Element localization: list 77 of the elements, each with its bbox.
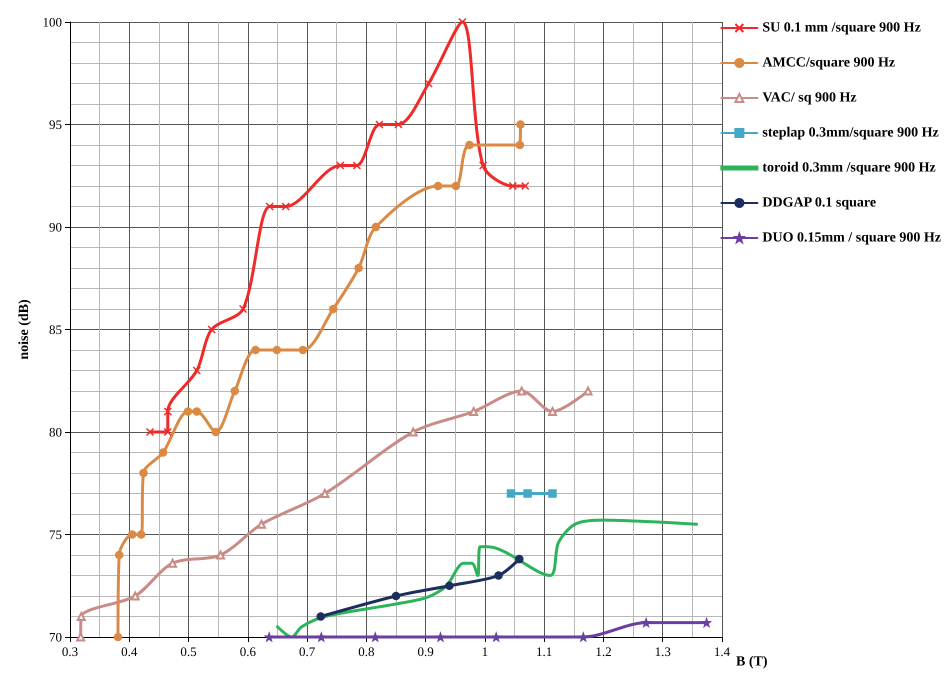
- legend-label: steplap 0.3mm/square 900 Hz: [762, 126, 939, 140]
- x-tick-label: 0.9: [418, 644, 434, 659]
- point: [158, 448, 168, 457]
- point: [352, 161, 362, 170]
- point: [164, 407, 172, 416]
- y-tick-label: 100: [42, 14, 62, 30]
- legend-label: DDGAP 0.1 square: [762, 196, 876, 210]
- x-tick-label: 1: [482, 644, 488, 659]
- point: [515, 554, 524, 564]
- point: [478, 161, 488, 170]
- point: [434, 182, 442, 190]
- point: [230, 386, 240, 396]
- point: [375, 120, 384, 129]
- point: [192, 366, 202, 375]
- point: [192, 407, 202, 416]
- point: [128, 530, 136, 539]
- legend-label: SU 0.1 mm /square 900 Hz: [762, 20, 921, 36]
- x-tick-label: 0.3: [62, 644, 78, 659]
- point: [548, 489, 557, 498]
- point: [516, 140, 524, 150]
- point: [114, 550, 124, 560]
- point: [520, 182, 530, 190]
- point: [452, 182, 460, 190]
- point: [336, 161, 345, 170]
- point: [445, 582, 454, 590]
- y-axis-title: noise (dB): [17, 299, 32, 360]
- point: [508, 182, 518, 190]
- y-tick-label: 80: [49, 424, 62, 440]
- point: [139, 468, 148, 478]
- point: [251, 346, 260, 354]
- legend-label: VAC/ sq 900 Hz: [762, 90, 857, 106]
- point: [394, 120, 403, 129]
- point: [282, 202, 290, 211]
- legend-label: toroid 0.3mm /square 900 Hz: [762, 160, 936, 176]
- point: [114, 632, 122, 642]
- point: [238, 304, 248, 314]
- y-tick-label: 70: [49, 630, 62, 644]
- point: [212, 428, 220, 436]
- point: [146, 428, 154, 436]
- point: [272, 346, 282, 354]
- y-tick-label: 90: [49, 220, 62, 234]
- point: [328, 304, 338, 314]
- legend-label: DUO 0.15mm / square 900 Hz: [762, 230, 941, 246]
- point: [207, 325, 216, 334]
- point: [76, 632, 86, 642]
- y-tick-label: 85: [49, 322, 62, 337]
- point: [506, 489, 516, 498]
- point: [392, 592, 400, 600]
- x-tick-label: 1.1: [536, 644, 552, 659]
- point: [168, 558, 178, 568]
- point: [298, 346, 308, 354]
- x-tick-label: 1.3: [654, 644, 671, 659]
- x-tick-label: 1.2: [595, 644, 612, 659]
- point: [523, 489, 532, 498]
- point: [516, 120, 525, 129]
- x-tick-label: 0.7: [298, 644, 316, 659]
- point: [354, 264, 363, 272]
- point: [372, 222, 380, 232]
- x-tick-label: 0.6: [240, 644, 256, 659]
- x-tick-label: 1.4: [714, 644, 731, 659]
- point: [316, 612, 325, 621]
- x-tick-label: 0.8: [358, 644, 374, 659]
- line-series: [276, 518, 698, 638]
- point: [164, 428, 172, 436]
- x-axis-title: B (T): [736, 654, 768, 670]
- point: [184, 407, 192, 416]
- legend-label: AMCC/square 900 Hz: [762, 56, 896, 70]
- point: [465, 140, 474, 150]
- y-tick-label: 75: [49, 527, 62, 542]
- point: [424, 79, 433, 88]
- point: [256, 520, 266, 529]
- point: [266, 202, 274, 211]
- x-tick-label: 0.5: [180, 644, 197, 659]
- y-tick-label: 95: [49, 117, 62, 132]
- point: [136, 530, 146, 539]
- point: [494, 571, 503, 580]
- x-tick-label: 0.4: [121, 644, 138, 659]
